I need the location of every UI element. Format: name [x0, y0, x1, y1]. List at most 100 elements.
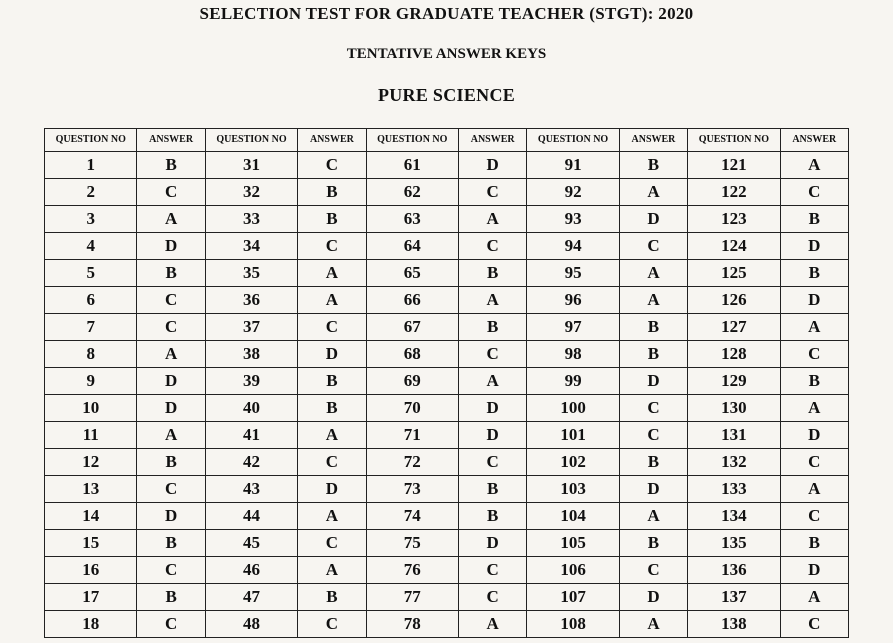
answer-cell: C	[459, 449, 527, 476]
col-header-a: ANSWER	[780, 129, 848, 152]
answer-cell: C	[137, 314, 205, 341]
answer-cell: A	[459, 611, 527, 638]
answer-cell: C	[137, 287, 205, 314]
question-number-cell: 48	[205, 611, 297, 638]
answer-cell: C	[137, 179, 205, 206]
question-number-cell: 106	[527, 557, 619, 584]
answer-cell: D	[459, 395, 527, 422]
question-number-cell: 36	[205, 287, 297, 314]
question-number-cell: 99	[527, 368, 619, 395]
question-number-cell: 67	[366, 314, 458, 341]
question-number-cell: 42	[205, 449, 297, 476]
answer-cell: A	[619, 179, 687, 206]
answer-cell: D	[459, 530, 527, 557]
answer-cell: C	[298, 449, 366, 476]
question-number-cell: 46	[205, 557, 297, 584]
answer-cell: A	[780, 584, 848, 611]
col-header-a: ANSWER	[619, 129, 687, 152]
answer-cell: B	[619, 530, 687, 557]
table-row: 2C32B62C92A122C	[45, 179, 849, 206]
answer-cell: C	[137, 611, 205, 638]
answer-cell: A	[780, 152, 848, 179]
question-number-cell: 17	[45, 584, 137, 611]
question-number-cell: 125	[688, 260, 780, 287]
answer-cell: D	[459, 422, 527, 449]
question-number-cell: 78	[366, 611, 458, 638]
question-number-cell: 101	[527, 422, 619, 449]
question-number-cell: 123	[688, 206, 780, 233]
question-number-cell: 77	[366, 584, 458, 611]
answer-cell: B	[459, 314, 527, 341]
answer-cell: D	[137, 368, 205, 395]
heading-main: SELECTION TEST FOR GRADUATE TEACHER (STG…	[0, 0, 893, 24]
question-number-cell: 72	[366, 449, 458, 476]
answer-cell: D	[619, 584, 687, 611]
answer-cell: C	[298, 233, 366, 260]
question-number-cell: 134	[688, 503, 780, 530]
question-number-cell: 38	[205, 341, 297, 368]
answer-cell: B	[459, 503, 527, 530]
answer-cell: B	[619, 314, 687, 341]
answer-cell: B	[298, 584, 366, 611]
answer-cell: D	[780, 422, 848, 449]
answer-cell: C	[459, 179, 527, 206]
answer-cell: D	[137, 503, 205, 530]
question-number-cell: 105	[527, 530, 619, 557]
answer-cell: B	[137, 449, 205, 476]
question-number-cell: 94	[527, 233, 619, 260]
answer-cell: C	[780, 179, 848, 206]
answer-cell: A	[619, 611, 687, 638]
answer-cell: B	[298, 206, 366, 233]
answer-cell: C	[298, 314, 366, 341]
table-row: 13C43D73B103D133A	[45, 476, 849, 503]
question-number-cell: 1	[45, 152, 137, 179]
heading-subject: PURE SCIENCE	[0, 63, 893, 106]
question-number-cell: 102	[527, 449, 619, 476]
answer-cell: C	[137, 557, 205, 584]
question-number-cell: 64	[366, 233, 458, 260]
question-number-cell: 45	[205, 530, 297, 557]
answer-cell: B	[780, 260, 848, 287]
table-row: 14D44A74B104A134C	[45, 503, 849, 530]
question-number-cell: 93	[527, 206, 619, 233]
question-number-cell: 14	[45, 503, 137, 530]
answer-cell: D	[780, 233, 848, 260]
question-number-cell: 41	[205, 422, 297, 449]
answer-cell: A	[137, 341, 205, 368]
question-number-cell: 61	[366, 152, 458, 179]
question-number-cell: 130	[688, 395, 780, 422]
col-header-q: QUESTION NO	[527, 129, 619, 152]
question-number-cell: 138	[688, 611, 780, 638]
question-number-cell: 47	[205, 584, 297, 611]
question-number-cell: 128	[688, 341, 780, 368]
question-number-cell: 69	[366, 368, 458, 395]
answer-cell: A	[298, 422, 366, 449]
answer-cell: C	[780, 611, 848, 638]
answer-cell: D	[298, 476, 366, 503]
question-number-cell: 68	[366, 341, 458, 368]
question-number-cell: 122	[688, 179, 780, 206]
answer-cell: C	[459, 233, 527, 260]
question-number-cell: 10	[45, 395, 137, 422]
question-number-cell: 98	[527, 341, 619, 368]
answer-cell: C	[137, 476, 205, 503]
question-number-cell: 2	[45, 179, 137, 206]
table-row: 4D34C64C94C124D	[45, 233, 849, 260]
table-row: 12B42C72C102B132C	[45, 449, 849, 476]
answer-cell: A	[619, 503, 687, 530]
answer-cell: B	[619, 449, 687, 476]
answer-cell: B	[137, 584, 205, 611]
answer-cell: D	[459, 152, 527, 179]
question-number-cell: 7	[45, 314, 137, 341]
answer-cell: B	[459, 260, 527, 287]
document-page: SELECTION TEST FOR GRADUATE TEACHER (STG…	[0, 0, 893, 643]
question-number-cell: 43	[205, 476, 297, 503]
question-number-cell: 13	[45, 476, 137, 503]
question-number-cell: 95	[527, 260, 619, 287]
answer-cell: C	[780, 449, 848, 476]
answer-cell: A	[298, 557, 366, 584]
answer-cell: D	[137, 233, 205, 260]
question-number-cell: 39	[205, 368, 297, 395]
answer-cell: B	[137, 260, 205, 287]
answer-key-table: QUESTION NO ANSWER QUESTION NO ANSWER QU…	[44, 128, 849, 638]
